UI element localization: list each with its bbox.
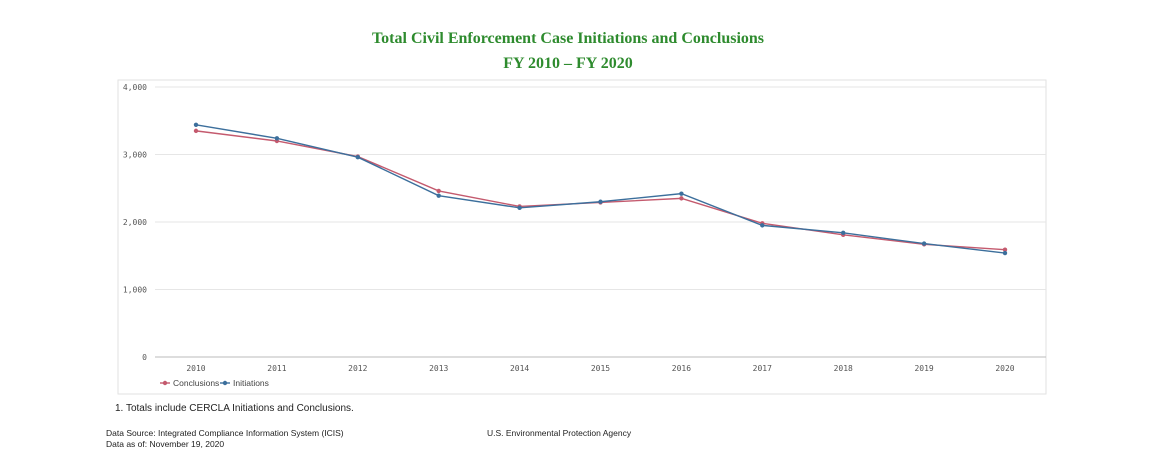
x-tick-label: 2019 bbox=[914, 364, 933, 373]
y-tick-label: 4,000 bbox=[123, 83, 147, 92]
initiations-point[interactable] bbox=[355, 155, 360, 160]
chart-subtitle: FY 2010 – FY 2020 bbox=[503, 55, 633, 72]
initiations-line bbox=[195, 124, 1006, 254]
initiations-point[interactable] bbox=[1002, 250, 1008, 256]
x-tick-label: 2013 bbox=[429, 364, 448, 373]
initiations-point[interactable] bbox=[598, 199, 603, 204]
y-tick-label: 1,000 bbox=[123, 286, 147, 295]
legend: Conclusions Initiations bbox=[160, 378, 269, 388]
series-group bbox=[193, 122, 1008, 256]
x-tick-label: 2018 bbox=[834, 364, 853, 373]
footnote: 1. Totals include CERCLA Initiations and… bbox=[115, 403, 354, 414]
x-tick-label: 2020 bbox=[995, 364, 1014, 373]
x-tick-label: 2011 bbox=[267, 364, 286, 373]
chart-title: Total Civil Enforcement Case Initiations… bbox=[371, 30, 765, 47]
y-tick-label: 2,000 bbox=[123, 218, 147, 227]
data-as-of: Data as of: November 19, 2020 bbox=[106, 439, 225, 449]
conclusions-point[interactable] bbox=[436, 188, 441, 194]
initiations-point[interactable] bbox=[760, 223, 765, 228]
x-tick-label: 2014 bbox=[510, 364, 529, 373]
initiations-point[interactable] bbox=[517, 205, 522, 211]
conclusions-point[interactable] bbox=[679, 196, 684, 201]
y-tick-label: 0 bbox=[142, 353, 147, 362]
initiations-point[interactable] bbox=[841, 230, 846, 235]
conclusions-point[interactable] bbox=[1002, 247, 1008, 252]
initiations-point[interactable] bbox=[274, 136, 280, 141]
y-axis-ticks: 0 1,000 2,000 3,000 4,000 bbox=[123, 83, 147, 362]
x-tick-label: 2012 bbox=[348, 364, 367, 373]
initiations-legend-marker bbox=[222, 380, 228, 386]
agency-label: U.S. Environmental Protection Agency bbox=[487, 428, 632, 438]
conclusions-line bbox=[195, 130, 1006, 251]
initiations-point[interactable] bbox=[679, 191, 684, 196]
data-source: Data Source: Integrated Compliance Infor… bbox=[106, 428, 344, 438]
y-tick-label: 3,000 bbox=[123, 151, 147, 160]
initiations-point[interactable] bbox=[193, 122, 199, 128]
x-tick-label: 2010 bbox=[186, 364, 205, 373]
x-tick-label: 2017 bbox=[753, 364, 772, 373]
conclusions-legend-marker bbox=[162, 380, 168, 386]
grid-lines bbox=[155, 86, 1046, 290]
conclusions-legend-label[interactable]: Conclusions bbox=[173, 378, 219, 388]
chart-frame bbox=[117, 79, 1047, 395]
conclusions-point[interactable] bbox=[193, 128, 199, 134]
x-axis-ticks: 2010 2011 2012 2013 2014 2015 2016 2017 2018 2019… bbox=[186, 364, 1014, 373]
initiations-point[interactable] bbox=[921, 241, 927, 246]
x-tick-label: 2015 bbox=[591, 364, 610, 373]
x-tick-label: 2016 bbox=[672, 364, 691, 373]
initiations-legend-label[interactable]: Initiations bbox=[233, 378, 269, 388]
initiations-point[interactable] bbox=[436, 193, 441, 198]
